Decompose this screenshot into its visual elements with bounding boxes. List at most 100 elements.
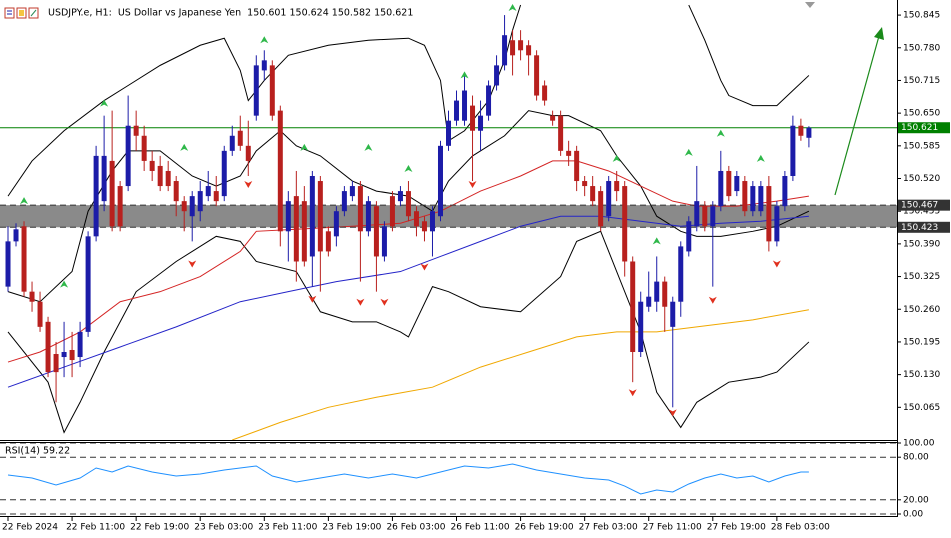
candle-body bbox=[790, 125, 796, 176]
up-arrow bbox=[20, 197, 29, 205]
candle-body bbox=[454, 100, 460, 121]
toolbar-icons bbox=[4, 7, 39, 19]
up-arrow bbox=[756, 154, 765, 162]
up-arrow bbox=[180, 143, 189, 151]
candle-body bbox=[686, 221, 692, 252]
x-tick-label: 23 Feb 03:00 bbox=[194, 523, 253, 533]
rsi-plot bbox=[0, 443, 897, 515]
x-tick-label: 22 Feb 11:00 bbox=[66, 523, 125, 533]
candle-body bbox=[205, 186, 211, 197]
candle-body bbox=[470, 105, 476, 131]
up-arrow bbox=[716, 129, 725, 137]
candle-body bbox=[654, 281, 660, 302]
x-tick-label: 28 Feb 03:00 bbox=[771, 523, 830, 533]
icon bbox=[30, 9, 37, 17]
y-tick-label: 0.00 bbox=[903, 510, 923, 520]
candle-body bbox=[245, 145, 251, 161]
candle-body bbox=[309, 176, 315, 257]
y-tick-label: 80.00 bbox=[903, 453, 929, 463]
level-label: 150.467 bbox=[901, 201, 938, 211]
x-tick-label: 27 Feb 19:00 bbox=[707, 523, 766, 533]
candle-body bbox=[550, 115, 556, 121]
level-label: 150.621 bbox=[901, 123, 938, 133]
candle-body bbox=[293, 196, 299, 262]
candle-body bbox=[494, 65, 500, 86]
candle-body bbox=[413, 211, 419, 227]
up-arrow bbox=[364, 143, 373, 151]
candle-body bbox=[462, 90, 468, 121]
x-tick-label: 26 Feb 19:00 bbox=[515, 523, 574, 533]
candle-body bbox=[502, 35, 508, 66]
indicator-line bbox=[7, 230, 810, 434]
candle-body bbox=[325, 231, 331, 252]
candle-body bbox=[606, 181, 612, 217]
level-label-bg bbox=[898, 221, 950, 233]
candle-body bbox=[694, 201, 700, 227]
candle-body bbox=[478, 115, 484, 131]
candle-body bbox=[806, 127, 812, 138]
candle-body bbox=[526, 45, 532, 56]
candle-body bbox=[622, 186, 628, 262]
down-arrow bbox=[356, 298, 365, 306]
x-tick-label: 27 Feb 11:00 bbox=[643, 523, 702, 533]
up-arrow bbox=[508, 4, 517, 12]
y-tick-label: 150.195 bbox=[903, 337, 940, 347]
candle-body bbox=[349, 186, 355, 197]
candle-body bbox=[638, 301, 644, 352]
candle-body bbox=[85, 236, 91, 332]
up-arrow bbox=[260, 36, 269, 44]
candle-body bbox=[181, 201, 187, 212]
candle-body bbox=[261, 60, 267, 71]
candle-body bbox=[782, 176, 788, 207]
candle-body bbox=[173, 181, 179, 202]
y-tick-label: 150.780 bbox=[903, 43, 940, 53]
candle-body bbox=[750, 186, 756, 212]
candle-body bbox=[93, 155, 99, 237]
up-arrow bbox=[684, 148, 693, 156]
level-label-bg bbox=[898, 122, 950, 134]
chart-title: USDJPY.e, H1: US Dollar vs Japanese Yen … bbox=[48, 8, 413, 19]
candle-body bbox=[446, 120, 451, 146]
candle-body bbox=[670, 301, 676, 327]
up-arrow bbox=[60, 280, 69, 288]
x-tick-label: 27 Feb 03:00 bbox=[579, 523, 638, 533]
down-arrow bbox=[628, 389, 637, 397]
y-tick-label: 150.650 bbox=[903, 109, 940, 119]
candle-body bbox=[13, 229, 19, 242]
candle-body bbox=[421, 221, 427, 232]
level-label: 150.423 bbox=[901, 223, 938, 233]
candle-body bbox=[710, 206, 716, 227]
candle-body bbox=[558, 115, 564, 151]
candle-body bbox=[758, 186, 764, 212]
candle-body bbox=[373, 206, 379, 257]
up-arrow bbox=[100, 99, 109, 107]
candle-body bbox=[405, 191, 411, 217]
candle-body bbox=[37, 301, 43, 327]
candle-body bbox=[77, 331, 83, 358]
candle-body bbox=[437, 145, 443, 217]
axes: 150.065 150.130 150.195 150.260 150.325 150.3… bbox=[2, 11, 950, 533]
y-tick-label: 150.585 bbox=[903, 141, 940, 151]
candle-body bbox=[614, 181, 620, 192]
candle-body bbox=[726, 170, 732, 197]
candle-body bbox=[109, 160, 115, 227]
candle-body bbox=[590, 186, 596, 202]
candle-body bbox=[237, 130, 243, 146]
y-tick-label: 20.00 bbox=[903, 495, 929, 505]
candle-body bbox=[189, 196, 195, 217]
candle-body bbox=[798, 125, 804, 136]
candle-body bbox=[101, 155, 107, 202]
candle-body bbox=[766, 186, 772, 242]
candle-body bbox=[678, 246, 684, 302]
candle-body bbox=[429, 211, 435, 232]
rsi-title: RSI(14) 59.22 bbox=[5, 446, 70, 457]
candle-body bbox=[125, 125, 131, 187]
y-tick-label: 150.845 bbox=[903, 11, 940, 21]
candle-body bbox=[566, 150, 572, 156]
candle-body bbox=[333, 211, 339, 237]
candle-body bbox=[53, 354, 59, 373]
candle-body bbox=[646, 296, 652, 307]
down-arrow bbox=[772, 260, 781, 268]
